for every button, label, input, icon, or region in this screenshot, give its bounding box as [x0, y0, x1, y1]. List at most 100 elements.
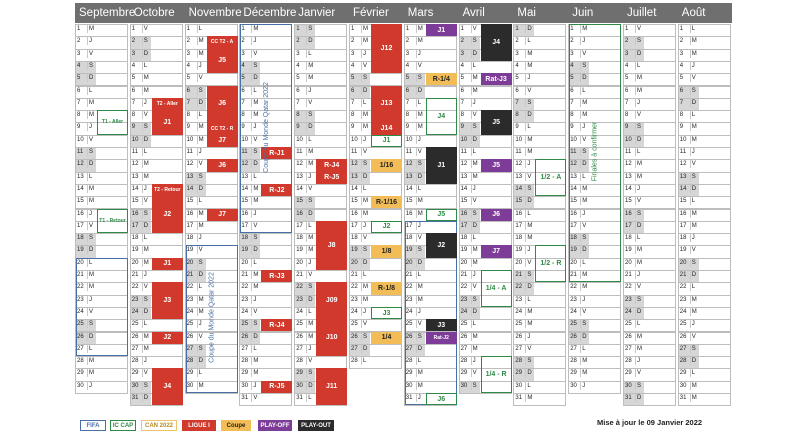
day-letter: M — [196, 295, 204, 304]
day-cell: 25 L — [129, 319, 152, 333]
day-letter: M — [470, 86, 478, 95]
event-playoff: J5 — [480, 159, 512, 172]
day-letter: L — [196, 111, 206, 120]
day-cell: 22 M — [349, 282, 371, 296]
day-cell: 19 D — [239, 245, 262, 259]
day-number: 2 — [570, 38, 574, 45]
day-cell: 27 S — [677, 343, 700, 358]
day-number: 31 — [405, 395, 413, 401]
day-cell: 29 D — [513, 368, 536, 382]
day-letter: J — [87, 123, 96, 132]
day-number: 14 — [77, 185, 84, 192]
month-header: Août — [681, 7, 706, 19]
day-number: 12 — [241, 161, 249, 168]
day-letter: L — [196, 369, 206, 378]
event-slot — [698, 171, 731, 185]
event-slot — [644, 24, 676, 38]
day-letter: D — [470, 307, 480, 316]
day-cell: 17 M — [184, 220, 207, 235]
day-number: 14 — [296, 185, 303, 192]
day-number: 15 — [77, 198, 84, 205]
day-number: 14 — [186, 185, 194, 192]
event-slot — [534, 85, 567, 99]
day-cell: 22 S — [294, 282, 317, 296]
day-number: 7 — [515, 99, 519, 106]
day-cell: 10 M — [677, 134, 700, 148]
day-letter: D — [306, 295, 315, 304]
day-number: 2 — [625, 38, 629, 45]
day-letter: J — [306, 172, 315, 181]
vertical-label: Coupe du Monde Qatar 2022 — [208, 272, 216, 364]
event-coupe: R-1/8 — [371, 282, 402, 295]
day-letter: M — [361, 111, 368, 120]
event-iccap: 1/2 - A — [535, 159, 567, 197]
day-letter: S — [361, 246, 370, 255]
day-letter: V — [196, 160, 206, 169]
day-cell: 18 S — [75, 233, 97, 247]
event-slot — [534, 331, 567, 345]
day-letter: V — [470, 283, 480, 292]
day-letter: D — [525, 283, 534, 292]
day-letter: M — [470, 258, 478, 267]
day-number: 3 — [625, 50, 629, 57]
event-slot — [260, 233, 293, 247]
day-letter: M — [470, 160, 478, 169]
day-number: 19 — [131, 247, 139, 254]
legend-ligue1: LIGUE I — [182, 420, 216, 431]
event-slot — [370, 319, 402, 333]
event-slot — [698, 134, 731, 148]
event-slot — [479, 147, 512, 161]
day-letter: S — [306, 25, 315, 33]
day-number: 17 — [515, 222, 523, 229]
day-number: 12 — [131, 161, 139, 168]
day-number: 17 — [77, 222, 84, 229]
day-number: 5 — [186, 75, 190, 82]
day-letter: M — [689, 209, 697, 218]
day-number: 1 — [351, 26, 355, 32]
day-letter: M — [251, 25, 259, 33]
event-slot — [96, 73, 128, 87]
day-number: 1 — [77, 26, 81, 32]
event-slot — [96, 48, 128, 62]
day-number: 19 — [460, 247, 468, 254]
event-slot — [315, 122, 348, 136]
day-number: 3 — [241, 50, 245, 57]
day-letter: M — [196, 49, 204, 58]
day-number: 29 — [186, 370, 194, 377]
day-letter: L — [196, 25, 206, 33]
day-number: 12 — [77, 161, 84, 168]
day-letter: M — [306, 332, 314, 341]
day-cell: 16 M — [403, 208, 426, 222]
day-letter: J — [87, 37, 96, 46]
day-number: 11 — [570, 149, 577, 155]
day-letter: M — [635, 160, 642, 169]
day-cell: 30 M — [184, 380, 207, 394]
day-number: 10 — [625, 136, 632, 143]
day-cell: 12 S — [349, 159, 371, 173]
day-letter: D — [196, 271, 206, 279]
event-slot — [589, 319, 622, 333]
day-letter: L — [689, 25, 699, 33]
day-number: 11 — [625, 149, 632, 155]
day-cell: 14 J — [458, 183, 481, 198]
event-slot — [698, 97, 731, 112]
day-letter: L — [361, 271, 370, 279]
day-number: 13 — [186, 173, 194, 180]
day-number: 11 — [241, 149, 248, 155]
day-letter: M — [361, 25, 368, 33]
event-slot — [315, 270, 348, 284]
day-number: 6 — [460, 87, 464, 94]
day-number: 13 — [679, 173, 687, 180]
day-letter: D — [306, 37, 315, 46]
day-number: 12 — [515, 161, 523, 168]
